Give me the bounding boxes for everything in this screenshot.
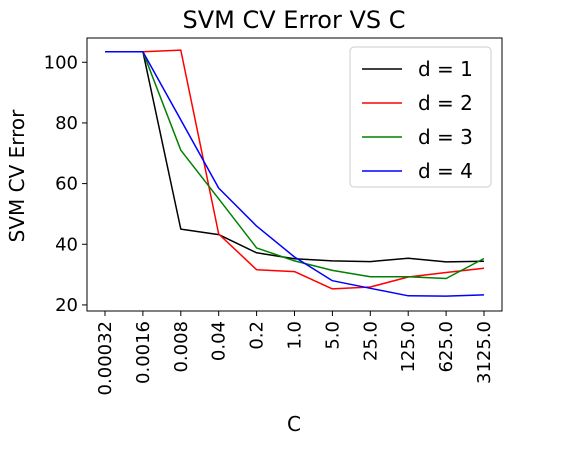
x-tick-label: 5.0	[322, 321, 343, 350]
y-tick-label: 80	[55, 113, 78, 134]
x-tick-label: 3125.0	[474, 321, 495, 384]
legend: d = 1 d = 2 d = 3 d = 4	[349, 46, 492, 188]
x-tick-label: 25.0	[360, 321, 381, 361]
x-tick-label: 0.00032	[95, 321, 116, 395]
legend-label: d = 3	[418, 125, 473, 149]
series-line-d2	[105, 49, 485, 290]
x-tick-label: 0.008	[171, 321, 192, 373]
x-axis-title: C	[287, 412, 301, 436]
legend-label: d = 1	[418, 57, 473, 81]
x-tick-label: 0.0016	[133, 321, 154, 384]
legend-label: d = 2	[418, 91, 473, 115]
legend-label: d = 4	[418, 159, 473, 183]
x-tick-label: 125.0	[398, 321, 419, 373]
x-tick-label: 0.04	[209, 321, 230, 361]
x-tick-label: 1.0	[285, 321, 306, 350]
y-tick-label: 20	[55, 295, 78, 316]
series-line-d4	[105, 50, 485, 297]
y-tick-label: 100	[44, 52, 78, 73]
y-tick-label: 40	[55, 234, 78, 255]
plot-area: 20 40 60 80 100 0.00032 0.0016 0.008 0.04 0.2 1.0 5…	[44, 37, 503, 395]
series-line-d1	[105, 50, 485, 263]
x-tick-label: 625.0	[436, 321, 457, 373]
y-axis-title: SVM CV Error	[5, 109, 29, 243]
series-line-d3	[105, 50, 485, 280]
x-tick-label: 0.2	[247, 321, 268, 350]
legend-box	[349, 46, 492, 188]
y-tick-label: 60	[55, 174, 78, 195]
chart-title: SVM CV Error VS C	[183, 6, 406, 34]
